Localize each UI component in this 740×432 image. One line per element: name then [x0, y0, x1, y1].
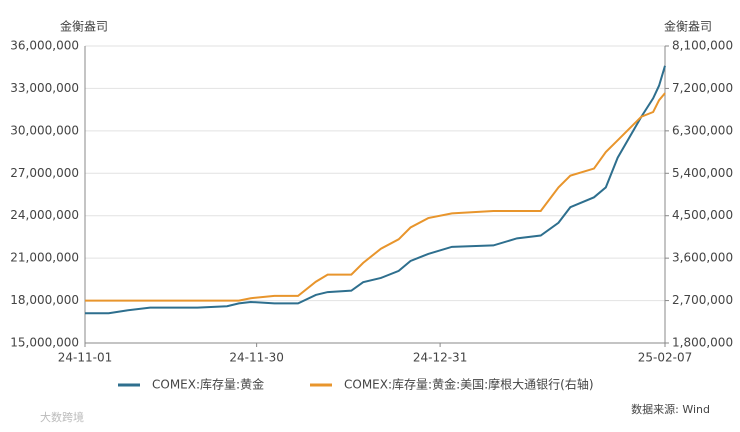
y2-tick-label: 2,700,000 [672, 293, 733, 307]
legend-label: COMEX:库存量:黄金:美国:摩根大通银行(右轴) [344, 377, 594, 392]
y2-tick-label: 7,200,000 [672, 81, 733, 95]
y2-tick-label: 4,500,000 [672, 208, 733, 222]
legend-label: COMEX:库存量:黄金 [152, 377, 264, 392]
y-tick-label: 27,000,000 [10, 166, 79, 180]
x-tick-label: 24-12-31 [413, 351, 467, 365]
watermark: 大数跨境 [40, 410, 84, 424]
y2-axis-label: 金衡盎司 [664, 19, 712, 34]
y-tick-label: 36,000,000 [10, 39, 79, 53]
x-tick-label: 24-11-30 [229, 351, 283, 365]
y-tick-label: 30,000,000 [10, 123, 79, 137]
y2-tick-label: 1,800,000 [672, 336, 733, 350]
y-tick-label: 15,000,000 [10, 336, 79, 350]
y-tick-label: 33,000,000 [10, 81, 79, 95]
source: 数据来源: Wind [631, 402, 710, 416]
y2-tick-label: 5,400,000 [672, 166, 733, 180]
y-tick-label: 18,000,000 [10, 293, 79, 307]
y2-tick-label: 6,300,000 [672, 123, 733, 137]
x-tick-label: 25-02-07 [638, 351, 692, 365]
y-tick-label: 24,000,000 [10, 208, 79, 222]
y-axis-label: 金衡盎司 [60, 19, 108, 34]
x-tick-label: 24-11-01 [58, 351, 112, 365]
y2-tick-label: 8,100,000 [672, 39, 733, 53]
series-line [85, 65, 666, 315]
y-tick-label: 21,000,000 [10, 251, 79, 265]
y2-tick-label: 3,600,000 [672, 251, 733, 265]
series-line [85, 92, 666, 302]
